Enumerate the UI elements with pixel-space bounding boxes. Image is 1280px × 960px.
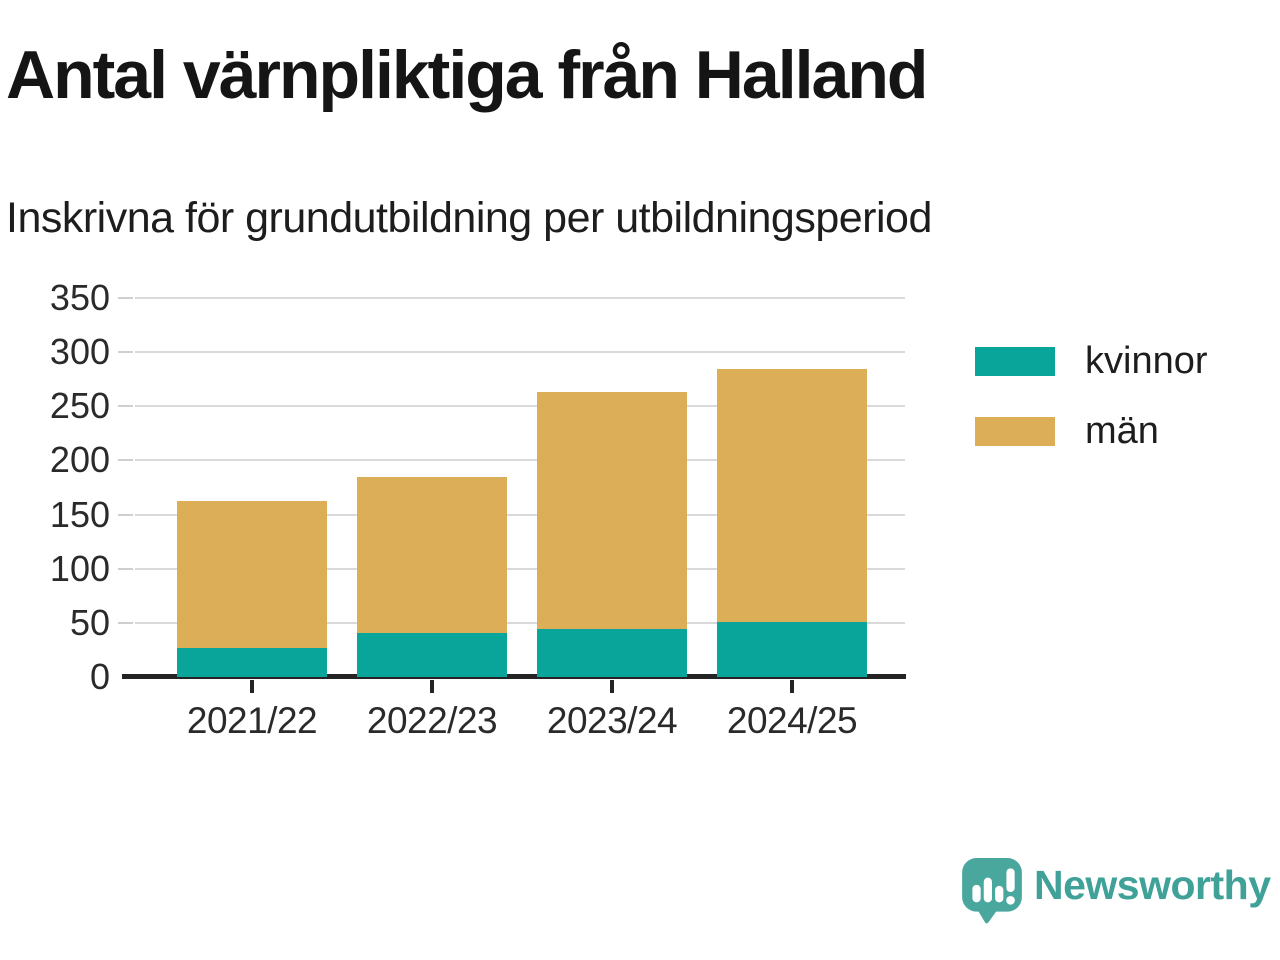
legend-swatch-man bbox=[975, 417, 1055, 446]
y-tick-200 bbox=[118, 459, 133, 462]
legend-label-kvinnor: kvinnor bbox=[1085, 340, 1208, 382]
y-tick-label-300: 300 bbox=[49, 331, 110, 373]
bar-segment-man-2023/24 bbox=[537, 392, 687, 630]
x-axis-tickmarks bbox=[135, 680, 905, 694]
gridline-150 bbox=[135, 513, 905, 516]
bar-segment-kvinnor-2023/24 bbox=[537, 629, 687, 677]
y-tick-label-50: 50 bbox=[69, 601, 110, 643]
x-tick-2022/23 bbox=[430, 680, 434, 693]
x-tick-label-2024/25: 2024/25 bbox=[726, 700, 858, 741]
x-tick-label-2023/24: 2023/24 bbox=[546, 700, 678, 741]
y-tick-50 bbox=[118, 621, 133, 624]
x-axis-labels: 2021/22 2022/23 2023/24 2024/25 bbox=[135, 700, 905, 745]
chart-subtitle: Inskrivna för grundutbildning per utbild… bbox=[6, 194, 932, 242]
y-tick-350 bbox=[118, 297, 133, 299]
y-axis-tickmarks bbox=[118, 297, 134, 677]
gridline-350 bbox=[135, 297, 905, 299]
y-tick-label-250: 250 bbox=[49, 385, 110, 427]
legend-label-man: män bbox=[1085, 410, 1159, 452]
bar-segment-kvinnor-2022/23 bbox=[357, 632, 507, 677]
legend: kvinnor män bbox=[975, 340, 1208, 480]
bar-segment-man-2022/23 bbox=[357, 476, 507, 633]
y-tick-150 bbox=[118, 513, 133, 516]
x-axis-line bbox=[122, 674, 906, 679]
gridline-300 bbox=[135, 351, 905, 354]
plot-area bbox=[122, 297, 906, 679]
x-tick-2024/25 bbox=[790, 680, 794, 693]
bar-segment-kvinnor-2021/22 bbox=[177, 647, 327, 677]
y-tick-label-100: 100 bbox=[49, 547, 110, 589]
bar-segment-man-2021/22 bbox=[177, 500, 327, 648]
brand-name: Newsworthy bbox=[1034, 862, 1271, 908]
x-tick-2023/24 bbox=[610, 680, 614, 693]
bar-group-2022/23 bbox=[357, 476, 507, 677]
gridline-50 bbox=[135, 621, 905, 624]
brand-logo: Newsworthy bbox=[961, 857, 1271, 925]
y-tick-label-200: 200 bbox=[49, 439, 110, 481]
legend-item-kvinnor: kvinnor bbox=[975, 340, 1208, 383]
y-tick-250 bbox=[118, 405, 133, 408]
y-tick-label-150: 150 bbox=[49, 493, 110, 535]
bar-group-2024/25 bbox=[717, 369, 867, 677]
gridline-200 bbox=[135, 459, 905, 462]
y-tick-300 bbox=[118, 351, 133, 354]
speech-bubble-bar-chart-icon bbox=[962, 858, 1022, 924]
legend-item-man: män bbox=[975, 410, 1208, 453]
y-tick-100 bbox=[118, 567, 133, 570]
chart-title: Antal värnpliktiga från Halland bbox=[6, 37, 928, 113]
x-tick-2021/22 bbox=[250, 680, 254, 693]
x-tick-label-2021/22: 2021/22 bbox=[186, 700, 318, 741]
x-tick-label-2022/23: 2022/23 bbox=[366, 700, 498, 741]
bar-group-2023/24 bbox=[537, 392, 687, 677]
legend-swatch-kvinnor bbox=[975, 347, 1055, 376]
gridline-250 bbox=[135, 405, 905, 408]
bar-segment-kvinnor-2024/25 bbox=[717, 621, 867, 677]
y-tick-label-350: 350 bbox=[49, 277, 110, 318]
bar-group-2021/22 bbox=[177, 500, 327, 677]
gridline-100 bbox=[135, 567, 905, 570]
y-tick-label-0: 0 bbox=[89, 656, 110, 697]
y-axis-labels: 0 50 100 150 200 250 300 350 bbox=[0, 277, 110, 697]
bar-segment-man-2024/25 bbox=[717, 369, 867, 622]
